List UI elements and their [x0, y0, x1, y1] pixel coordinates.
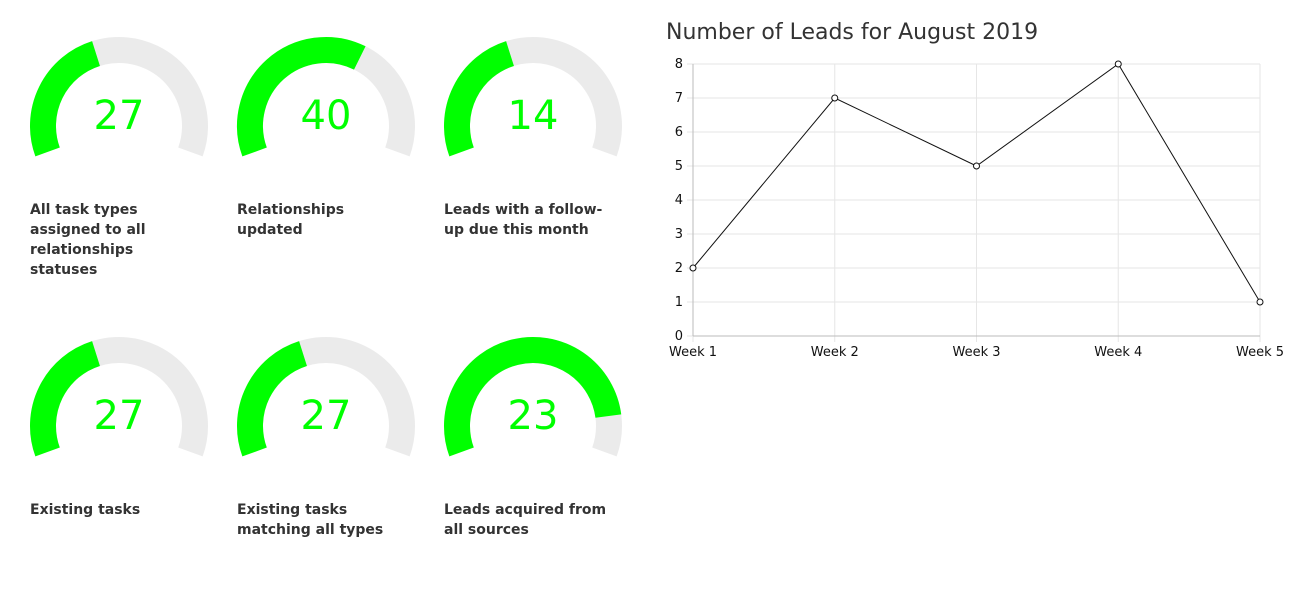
- data-point: [1256, 298, 1264, 306]
- data-point: [1114, 60, 1122, 68]
- gauge-dial: [30, 37, 208, 157]
- x-tick-label: Week 4: [1094, 345, 1142, 360]
- gauge-fill: [30, 41, 101, 157]
- gauge-panel: 27 All task types assigned to all relati…: [30, 37, 650, 578]
- y-tick-label: 4: [675, 193, 683, 208]
- y-tick-label: 2: [675, 261, 683, 276]
- gauge-value: 23: [507, 393, 559, 439]
- line-chart-canvas: 0 1 2 3 4 5 6 7 8 Week 1 Week 2 Week 3 Week 4 Week 5: [669, 57, 1284, 360]
- gauge-card-2: 40 Relationships updated: [237, 37, 427, 298]
- x-tick-label: Week 2: [811, 345, 859, 360]
- gauge-label: Existing tasks matching all types: [237, 502, 384, 538]
- data-point: [973, 162, 980, 170]
- gauge-value: 14: [507, 93, 559, 139]
- y-tick-label: 1: [675, 295, 683, 310]
- x-tick-label: Week 1: [669, 345, 717, 360]
- gauge-dial: [444, 37, 622, 157]
- gauge-dial: [237, 337, 415, 457]
- y-tick-label: 8: [675, 57, 683, 72]
- y-tick-label: 0: [675, 329, 683, 344]
- gauge-card-3: 14 Leads with a follow-up due this month: [444, 37, 634, 298]
- gauge-fill: [444, 41, 515, 157]
- gauge-value: 40: [300, 93, 352, 139]
- gauge-fill: [30, 341, 101, 457]
- gauge-fill: [237, 37, 366, 157]
- gauge-label: Relationships updated: [237, 202, 345, 238]
- leads-line-chart: 0 1 2 3 4 5 6 7 8 Week 1 Week 2 Week 3 Week 4 Week 5 …: [660, 14, 1296, 374]
- gauge-fill: [237, 341, 308, 457]
- y-tick-label: 5: [675, 159, 683, 174]
- gauge-fill: [444, 337, 622, 457]
- gauge-dial: [237, 37, 415, 157]
- gauge-label: Leads acquired from all sources: [444, 502, 607, 538]
- gauge-label: Existing tasks: [30, 502, 141, 518]
- gauge-label: Leads with a follow-up due this month: [444, 202, 603, 238]
- gauge-value: 27: [93, 93, 145, 139]
- gauge-value: 27: [93, 393, 145, 439]
- gauge-label: All task types assigned to all relations…: [30, 202, 146, 278]
- chart-title: Number of Leads for August 2019: [666, 20, 1039, 45]
- data-point: [689, 264, 697, 272]
- gauge-card-1: 27 All task types assigned to all relati…: [30, 37, 220, 298]
- gauge-value: 27: [300, 393, 352, 439]
- gauge-card-4: 27 Existing tasks: [30, 337, 220, 598]
- gauge-card-6: 23 Leads acquired from all sources: [444, 337, 634, 598]
- y-tick-label: 6: [675, 125, 683, 140]
- y-tick-label: 3: [675, 227, 683, 242]
- x-tick-label: Week 5: [1236, 345, 1284, 360]
- x-tick-label: Week 3: [952, 345, 1000, 360]
- gauge-card-5: 27 Existing tasks matching all types: [237, 337, 427, 598]
- gauge-dial: [444, 337, 622, 457]
- data-point: [831, 94, 839, 102]
- gauge-dial: [30, 337, 208, 457]
- y-tick-label: 7: [675, 91, 683, 106]
